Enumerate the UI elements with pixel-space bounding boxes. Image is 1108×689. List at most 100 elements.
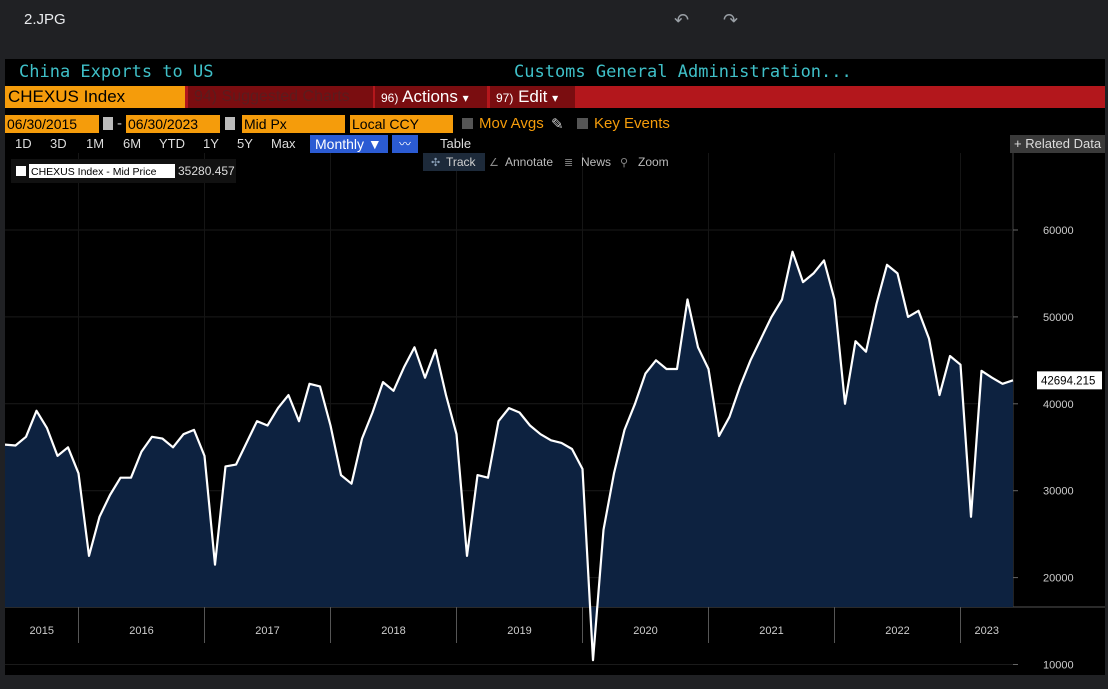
currency-select[interactable]: Local CCY	[350, 115, 453, 133]
legend-label: CHEXUS Index - Mid Price	[31, 166, 157, 178]
actions-caret-icon: ▾	[462, 91, 469, 105]
actions-label: Actions	[402, 87, 458, 106]
last-value-bg	[1037, 371, 1102, 390]
data-point	[697, 346, 699, 348]
end-date-field[interactable]: 06/30/2023	[126, 115, 220, 133]
y-tick-label: 30000	[1043, 486, 1074, 498]
data-point	[350, 483, 352, 485]
x-tick-label: 2018	[381, 625, 405, 637]
y-axis-ticks: 60000 50000 40000 30000 20000 10000	[1013, 225, 1074, 672]
redo-icon[interactable]: ↷	[723, 10, 739, 31]
undo-icon[interactable]: ↶	[674, 10, 690, 31]
range-6m-button[interactable]: 6M	[123, 136, 142, 151]
data-point	[172, 446, 174, 448]
data-point	[46, 427, 48, 429]
data-point	[203, 455, 205, 457]
chart-title: China Exports to US	[19, 62, 214, 82]
range-row: 1D 3D 1M 6M YTD 1Y 5Y Max Monthly ▼ 〰 Ta…	[5, 135, 1105, 153]
data-point	[382, 381, 384, 383]
news-icon: ≣	[564, 156, 573, 169]
data-point	[287, 394, 289, 396]
mov-avgs-label: Mov Avgs	[479, 115, 544, 132]
ticker-input[interactable]: CHEXUS Index	[5, 86, 185, 108]
data-point	[193, 429, 195, 431]
start-date-field[interactable]: 06/30/2015	[5, 115, 99, 133]
data-point	[340, 474, 342, 476]
data-point	[14, 444, 16, 446]
range-3d-button[interactable]: 3D	[50, 136, 67, 151]
data-point	[413, 346, 415, 348]
line-chart-icon[interactable]: 〰	[392, 135, 418, 153]
suggested-charts-button[interactable]: 94) Suggested Charts	[188, 86, 373, 108]
data-point	[508, 407, 510, 409]
data-point	[602, 529, 604, 531]
data-point	[896, 272, 898, 274]
legend-value: 35280.457	[178, 164, 235, 178]
data-point	[182, 433, 184, 435]
data-point	[560, 442, 562, 444]
data-point	[1012, 379, 1014, 381]
data-point	[497, 420, 499, 422]
data-point	[487, 476, 489, 478]
data-point	[781, 298, 783, 300]
data-point	[161, 437, 163, 439]
data-point	[991, 377, 993, 379]
related-data-button[interactable]: + Related Data	[1010, 135, 1105, 153]
x-tick-label: 2022	[885, 625, 909, 637]
track-button[interactable]: Track	[446, 155, 477, 169]
data-point	[119, 476, 121, 478]
data-point	[77, 472, 79, 474]
range-1m-button[interactable]: 1M	[86, 136, 105, 151]
pencil-icon[interactable]: ✎	[551, 116, 564, 133]
area-fill	[5, 251, 1013, 661]
edit-menu-button[interactable]: 97) Edit ▾	[490, 86, 575, 108]
news-button[interactable]: News	[581, 155, 611, 169]
key-events-checkbox[interactable]	[577, 118, 588, 129]
x-tick-label: 2017	[255, 625, 279, 637]
x-tick-label: 2015	[30, 625, 54, 637]
data-point	[749, 359, 751, 361]
range-5y-button[interactable]: 5Y	[237, 136, 253, 151]
data-point	[235, 463, 237, 465]
data-point	[571, 448, 573, 450]
data-point	[529, 424, 531, 426]
data-point	[844, 403, 846, 405]
x-tick-label: 2023	[975, 625, 999, 637]
x-tick-label: 2020	[633, 625, 657, 637]
data-point	[445, 394, 447, 396]
period-select[interactable]: Monthly ▼	[310, 135, 388, 153]
range-max-button[interactable]: Max	[271, 136, 296, 151]
data-point	[277, 407, 279, 409]
range-ytd-button[interactable]: YTD	[159, 136, 185, 151]
data-point	[938, 394, 940, 396]
mov-avgs-checkbox[interactable]	[462, 118, 473, 129]
range-1d-button[interactable]: 1D	[15, 136, 32, 151]
data-point	[644, 372, 646, 374]
start-calendar-icon[interactable]	[103, 117, 113, 130]
last-value-badge: 42694.215	[1037, 371, 1102, 390]
data-point	[245, 442, 247, 444]
annotate-button[interactable]: Annotate	[505, 155, 553, 169]
data-point	[109, 494, 111, 496]
data-point	[466, 555, 468, 557]
data-point	[581, 468, 583, 470]
parameter-row: 06/30/2015 - 06/30/2023 Mid Px Local CCY…	[5, 113, 1105, 133]
date-separator: -	[117, 115, 122, 132]
table-button[interactable]: Table	[440, 136, 472, 151]
data-point	[655, 359, 657, 361]
data-point	[875, 303, 877, 305]
image-viewer-bar: 2.JPG ↶ ↷	[0, 0, 1108, 42]
zoom-button[interactable]: Zoom	[638, 155, 669, 169]
data-point	[361, 437, 363, 439]
data-point	[665, 368, 667, 370]
data-point	[676, 368, 678, 370]
y-tick-label: 20000	[1043, 573, 1074, 585]
data-point	[371, 411, 373, 413]
field-select[interactable]: Mid Px	[242, 115, 345, 133]
actions-number: 96)	[381, 91, 399, 105]
range-1y-button[interactable]: 1Y	[203, 136, 219, 151]
actions-menu-button[interactable]: 96) Actions ▾	[375, 86, 487, 108]
data-point	[256, 420, 258, 422]
end-calendar-icon[interactable]	[225, 117, 235, 130]
